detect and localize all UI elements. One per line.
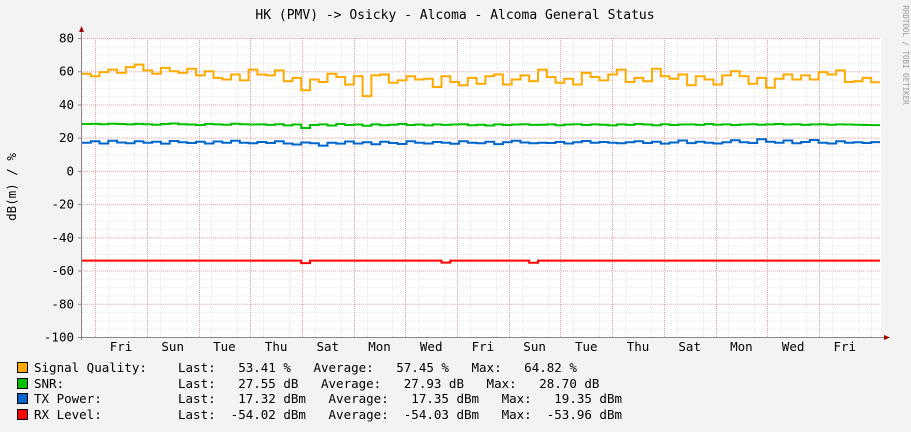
x-tick-label: Tue [575,339,598,354]
x-tick-label: Mon [730,339,753,354]
series-line-0 [82,63,880,98]
x-tick-label: Wed [782,339,805,354]
x-tick-label: Thu [265,339,288,354]
legend-entry: TX Power: Last: 17.32 dBm Average: 17.35 … [17,391,622,407]
legend-series-name: SNR: [34,375,65,391]
y-axis-arrow [79,26,84,32]
y-tick-label: -80 [51,296,74,311]
x-tick-label: Sun [161,339,184,354]
legend-entry: RX Level: Last: -54.02 dBm Average: -54.0… [17,407,622,423]
legend: Signal Quality: Last: 53.41 % Average: 57… [17,360,622,422]
legend-series-stats: Last: -54.02 dBm Average: -54.03 dBm Max… [178,406,623,422]
legend-series-name: Signal Quality: [34,360,147,375]
legend-series-stats: Last: 27.55 dB Average: 27.93 dB Max: 28… [178,375,600,391]
x-tick-label: Tue [213,339,236,354]
x-tick-label: Sun [523,339,546,354]
legend-series-name: TX Power: [34,391,102,407]
x-tick-label: Fri [110,339,133,354]
y-tick-label: 80 [59,31,74,46]
x-tick-label: Mon [368,339,391,354]
y-tick-label: 20 [59,130,74,145]
x-tick-label: Sat [678,339,701,354]
x-tick-label: Sat [317,339,340,354]
chart-title: HK (PMV) -> Osicky - Alcoma - Alcoma Gen… [255,8,654,23]
y-tick-label: 40 [59,97,74,112]
x-axis-arrow [884,335,890,340]
y-tick-label: 60 [59,64,74,79]
y-tick-label: -20 [51,197,74,212]
x-tick-label: Fri [472,339,495,354]
x-tick-label: Thu [627,339,650,354]
y-tick-label: -60 [51,263,74,278]
rrdtool-watermark: RRDTOOL / TOBI OETIKER [901,5,910,105]
series-line-3 [82,259,880,265]
y-tick-label: -100 [44,330,74,345]
y-axis-label: dB(m) / % [4,153,19,221]
x-tick-label: Fri [834,339,857,354]
legend-entry: SNR: Last: 27.55 dB Average: 27.93 dB Max… [17,376,622,392]
y-tick-label: 0 [66,163,74,178]
legend-entry: Signal Quality: Last: 53.41 % Average: 57… [17,360,622,376]
legend-swatch [17,362,28,374]
legend-swatch [17,409,28,421]
series-line-2 [82,138,880,147]
legend-series-name: RX Level: [34,406,102,422]
y-tick-label: -40 [51,230,74,245]
series-line-1 [82,122,880,129]
x-tick-label: Wed [420,339,443,354]
legend-swatch [17,393,28,405]
legend-series-stats: Last: 17.32 dBm Average: 17.35 dBm Max: … [178,391,623,407]
legend-swatch [17,377,28,389]
legend-series-stats: Last: 53.41 % Average: 57.45 % Max: 64.8… [178,360,577,375]
